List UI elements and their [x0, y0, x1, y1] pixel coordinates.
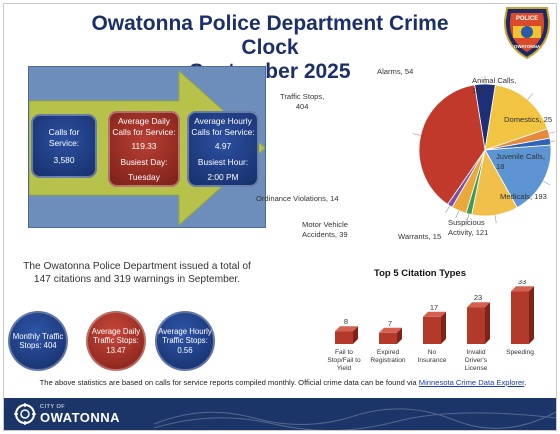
- police-badge-icon: POLICE OWATONNA: [503, 7, 551, 60]
- hourly-value: 4.97: [214, 140, 232, 151]
- pie-chart: Alarms, 54 Animal Calls, 184 Domestics, 25 J…: [256, 62, 559, 252]
- busiest-hour-label: Busiest Hour:: [197, 156, 249, 167]
- pie-slice-medicals: [484, 144, 552, 209]
- pie-label-warrants: Warrants, 15: [398, 232, 442, 241]
- pie-label-alarms: Alarms, 54: [377, 67, 414, 76]
- pie-label-traffic-stops: Traffic Stops, 404: [280, 92, 325, 111]
- daily-value: 119.33: [131, 140, 157, 151]
- bar-0: [335, 331, 353, 344]
- bar-side: [353, 326, 358, 344]
- bar-value-label: 23: [474, 293, 482, 302]
- badge-top-text: POLICE: [516, 16, 538, 22]
- pie-label-motor-vehicle-accidents: Motor Vehicle Accidents, 39: [302, 220, 349, 239]
- title-line-1: Owatonna Police Department Crime Clock: [91, 12, 449, 59]
- pie-leader-line: [548, 131, 557, 134]
- citation-summary: The Owatonna Police Department issued a …: [23, 261, 251, 285]
- pie-label-domestics: Domestics, 25: [504, 115, 553, 124]
- monthly-traffic-circle: Monthly Traffic Stops: 404: [8, 311, 68, 371]
- pie-leader-line: [527, 93, 533, 100]
- pie-label-juvenile-calls: Juvenile Calls, 18: [496, 152, 545, 171]
- badge-bottom-text: OWATONNA: [514, 44, 541, 49]
- hourly-traffic-circle: Average Hourly Traffic Stops: 0.56: [155, 311, 215, 371]
- bar-top: [511, 286, 534, 292]
- bar-1: [379, 332, 397, 344]
- footer-bar: CITY OF OWATONNA: [4, 398, 556, 430]
- bar-2: [423, 316, 441, 344]
- footnote-end: .: [524, 378, 527, 387]
- bar-category-label: Invalid Driver's License: [465, 349, 488, 372]
- bar-chart-svg: 8 Fail to Stop/Fail to Yield 7 Expired Registr…: [327, 277, 534, 372]
- busiest-hour-value: 2:00 PM: [207, 171, 239, 182]
- bar-value-label: 7: [388, 319, 392, 328]
- pie-chart-svg: [412, 76, 559, 224]
- pie-leader-line: [494, 215, 497, 224]
- bar-value-label: 33: [518, 280, 526, 286]
- footnote-text: The above statistics are based on calls …: [39, 378, 419, 387]
- busiest-day-label: Busiest Day:: [120, 156, 168, 167]
- bar-3: [467, 307, 485, 344]
- calls-for-service-box: Calls for Service: 3,580: [31, 114, 97, 178]
- pie-label-suspicious-activity: Suspicious Activity, 121: [448, 218, 489, 237]
- bar-category-label: Speeding: [506, 349, 534, 356]
- busiest-day-value: Tuesday: [128, 171, 160, 182]
- pie-label-ordinance-violations: Ordinance Violations, 14: [256, 194, 339, 203]
- hourly-label: Average Hourly Calls for Service:: [191, 115, 255, 137]
- bar-side: [441, 311, 446, 344]
- hourly-traffic-text: Average Hourly Traffic Stops: 0.56: [158, 326, 212, 355]
- bar-category-label: Expired Registration: [370, 349, 406, 364]
- footer-city-name: OWATONNA: [40, 410, 121, 425]
- daily-calls-box: Average Daily Calls for Service: 119.33 …: [108, 111, 180, 187]
- hourly-calls-box: Average Hourly Calls for Service: 4.97 B…: [187, 111, 259, 187]
- daily-label: Average Daily Calls for Service:: [112, 115, 176, 137]
- bar-value-label: 17: [430, 303, 438, 312]
- footer-city-label: CITY OF: [40, 404, 66, 410]
- calls-value: 3,580: [53, 154, 75, 165]
- bar-category-label: Fail to Stop/Fail to Yield: [327, 349, 361, 372]
- crime-data-explorer-link[interactable]: Minnesota Crime Data Explorer: [418, 378, 525, 387]
- bar-top: [423, 311, 446, 317]
- bar-chart: 8 Fail to Stop/Fail to Yield 7 Expired Registr…: [318, 277, 538, 384]
- pie-leader-line: [455, 210, 460, 219]
- bar-category-label: No Insurance: [418, 349, 447, 364]
- bar-value-label: 8: [344, 317, 348, 326]
- pie-leader-line: [445, 205, 451, 213]
- bar-top: [467, 302, 490, 308]
- calls-label: Calls for Service:: [48, 126, 80, 148]
- stats-arrow-panel: Calls for Service: 3,580 Average Daily C…: [28, 66, 266, 228]
- pie-label-medicals: Medicals, 193: [500, 192, 547, 201]
- bar-chart-title: Top 5 Citation Types: [373, 268, 466, 279]
- pie-label-animal-calls: Animal Calls, 184: [472, 76, 517, 95]
- bar-top: [379, 327, 402, 333]
- pie-leader-line: [466, 213, 470, 222]
- pie-leader-line: [412, 133, 421, 136]
- pie-leader-line: [550, 140, 559, 142]
- footnote: The above statistics are based on calls …: [10, 378, 556, 387]
- daily-traffic-circle: Average Daily Traffic Stops: 13.47: [86, 311, 146, 371]
- daily-traffic-text: Average Daily Traffic Stops: 13.47: [91, 326, 141, 355]
- bar-top: [335, 326, 358, 332]
- footer-pattern: [154, 408, 556, 430]
- pie-leader-line: [542, 180, 551, 186]
- monthly-traffic-text: Monthly Traffic Stops: 404: [12, 331, 64, 351]
- bar-side: [485, 302, 490, 344]
- bar-side: [529, 286, 534, 344]
- city-logo-icon: [14, 403, 36, 425]
- bar-4: [511, 291, 529, 344]
- bar-side: [397, 327, 402, 344]
